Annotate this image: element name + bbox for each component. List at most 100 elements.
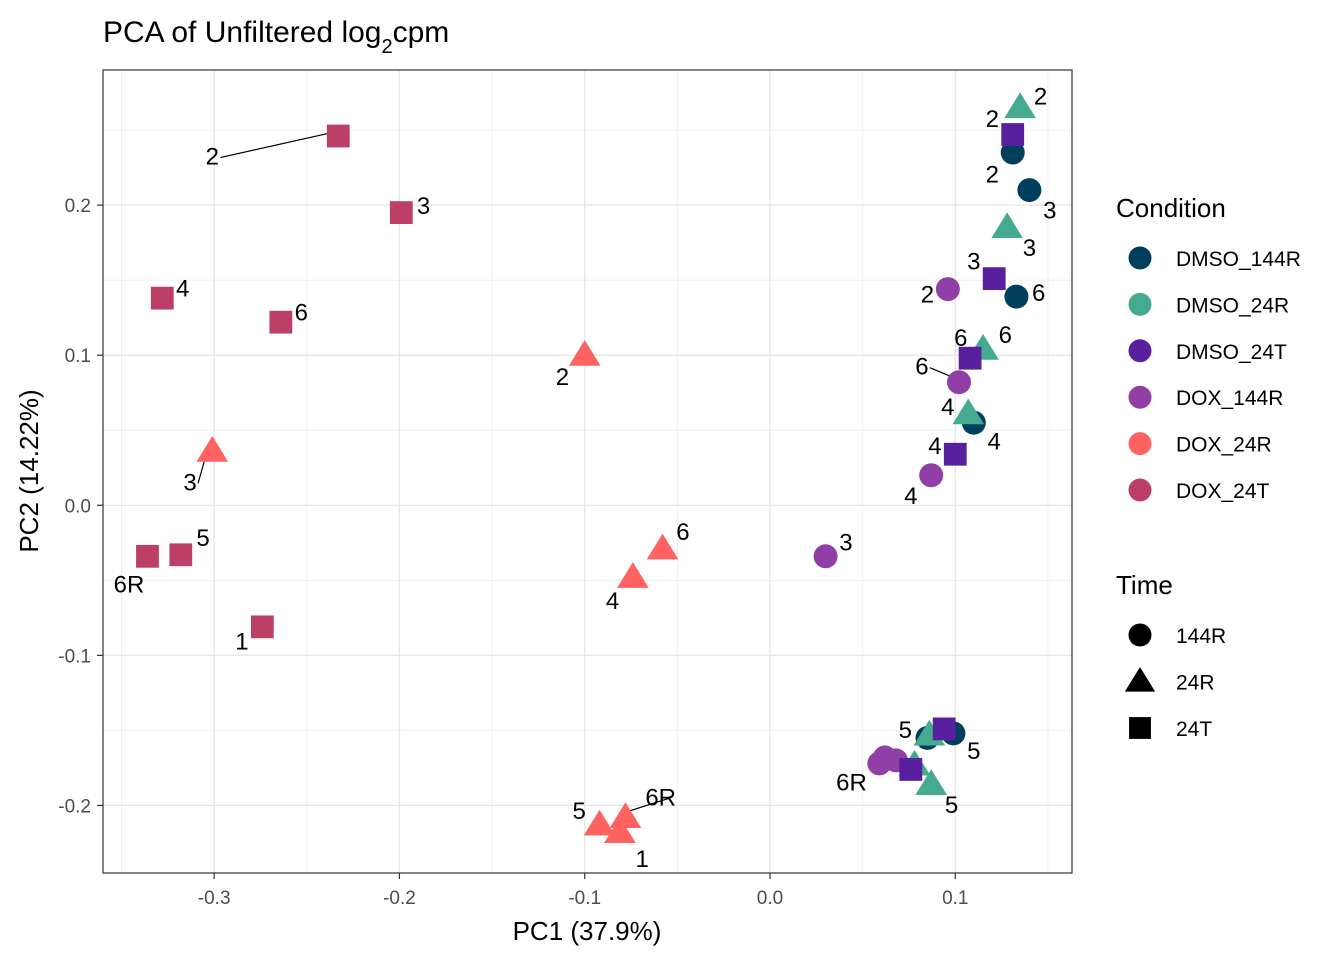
point-label: 5: [945, 792, 958, 819]
point-label: 4: [176, 276, 189, 303]
point-label: 3: [967, 249, 980, 276]
data-point: [196, 436, 229, 462]
data-point: [1000, 140, 1025, 165]
legend-condition-key: [1128, 432, 1152, 456]
data-point: [604, 817, 636, 844]
point-label: 6: [1032, 280, 1045, 307]
point-label: 6: [999, 322, 1012, 349]
point-label: 4: [988, 429, 1001, 456]
point-label: 1: [235, 628, 248, 655]
point-label: 5: [196, 525, 209, 552]
point-label: 6: [915, 354, 928, 381]
point-label: 6: [954, 325, 967, 352]
point-label: 6: [676, 519, 689, 546]
x-axis: -0.3 -0.2 -0.1 0.0 0.1: [198, 873, 968, 909]
point-label: 4: [904, 483, 917, 510]
data-point: [389, 201, 413, 224]
data-point: [169, 543, 193, 567]
data-point: [136, 544, 159, 568]
data-point: [1004, 284, 1029, 309]
data-point: [952, 398, 985, 425]
condition-legend-title: Condition: [1116, 193, 1226, 223]
point-label: 3: [183, 469, 196, 496]
time-legend: 144R 24R 24T: [1124, 623, 1226, 741]
legend-condition-label: DOX_24T: [1176, 480, 1270, 503]
y-axis: -0.2 -0.1 0.0 0.1 0.2: [58, 196, 103, 817]
legend-time-label: 24T: [1176, 718, 1212, 741]
legend: Condition DMSO_144R DMSO_24R DMSO_24T DOX_1…: [1116, 193, 1301, 741]
legend-condition-key: [1128, 246, 1152, 270]
plot-background: [103, 70, 1072, 873]
x-tick-label: -0.1: [568, 888, 601, 909]
x-tick-label: -0.2: [383, 888, 416, 909]
data-point: [1001, 123, 1025, 146]
legend-condition-key: [1128, 292, 1152, 316]
data-point: [899, 758, 923, 781]
data-points: [136, 92, 1042, 844]
point-label: 6: [295, 300, 308, 327]
data-point: [250, 615, 274, 639]
data-point: [150, 286, 174, 310]
legend-time-key: [1128, 623, 1152, 647]
point-label: 4: [928, 433, 941, 460]
time-legend-title: Time: [1116, 570, 1173, 600]
legend-time-label: 144R: [1176, 625, 1226, 648]
plot-border: [102, 69, 1073, 874]
point-label: 5: [572, 798, 585, 825]
point-label: 4: [941, 394, 954, 421]
data-point: [958, 346, 982, 370]
legend-time-label: 24R: [1176, 672, 1215, 695]
major-gridlines: [103, 70, 1072, 873]
legend-condition-key: [1128, 385, 1152, 409]
data-point: [568, 339, 601, 366]
x-tick-label: 0.1: [942, 888, 968, 909]
point-label: 3: [417, 193, 430, 220]
point-label: 3: [1043, 198, 1056, 225]
data-point: [1017, 178, 1042, 203]
data-point: [583, 809, 616, 836]
point-label: 2: [921, 282, 934, 309]
data-point: [617, 562, 649, 588]
legend-time-key: [1129, 717, 1151, 739]
point-label: 2: [556, 364, 569, 391]
data-point: [935, 277, 960, 302]
legend-condition-label: DOX_24R: [1176, 434, 1272, 457]
data-point: [269, 310, 293, 334]
point-label: 2: [986, 162, 999, 189]
data-point: [946, 370, 971, 395]
legend-condition-label: DMSO_24T: [1176, 341, 1287, 364]
data-point: [915, 769, 948, 796]
point-label: 5: [899, 717, 912, 744]
y-tick-label: -0.2: [58, 796, 91, 817]
legend-condition-key: [1128, 478, 1152, 502]
point-label: 4: [606, 588, 619, 615]
y-tick-label: 0.0: [65, 496, 91, 517]
data-point: [1004, 92, 1036, 119]
y-axis-title: PC2 (14.22%): [14, 389, 44, 552]
x-axis-title: PC1 (37.9%): [513, 916, 662, 946]
data-point: [646, 533, 679, 560]
condition-legend: DMSO_144R DMSO_24R DMSO_24T DOX_144R DOX_24R…: [1128, 246, 1301, 503]
data-point: [982, 267, 1006, 291]
point-label: 3: [1023, 235, 1036, 262]
legend-time-key: [1124, 666, 1156, 692]
data-point: [326, 124, 350, 148]
y-tick-label: 0.1: [65, 346, 91, 367]
point-label: 6R: [114, 571, 145, 598]
legend-condition-label: DMSO_24R: [1176, 294, 1289, 317]
y-tick-label: 0.2: [65, 196, 91, 217]
data-point: [919, 463, 944, 488]
chart-title: PCA of Unfiltered log2cpm: [103, 16, 449, 58]
x-tick-label: -0.3: [198, 888, 231, 909]
label-leader-line: [220, 131, 335, 159]
legend-condition-key: [1128, 339, 1152, 363]
data-point: [943, 442, 967, 466]
data-point: [813, 544, 838, 569]
point-label: 1: [635, 846, 648, 873]
data-point: [991, 212, 1023, 239]
point-label: 6R: [645, 784, 676, 811]
y-tick-label: -0.1: [58, 646, 91, 667]
